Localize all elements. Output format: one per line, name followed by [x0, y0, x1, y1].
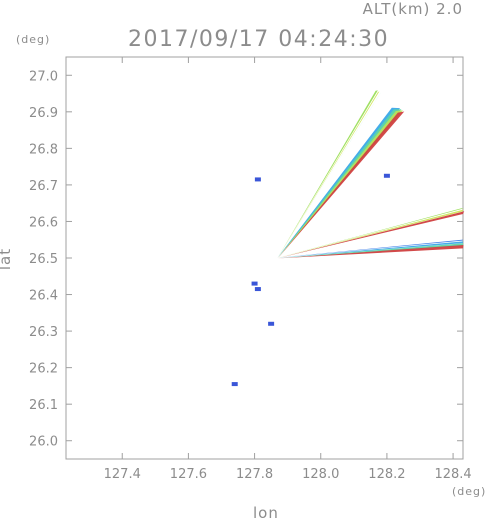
- y-tick-label: 26.6: [29, 215, 58, 230]
- y-tick-label: 26.2: [29, 362, 58, 377]
- echo-spot: [254, 287, 261, 292]
- y-tick-label: 26.3: [29, 325, 58, 340]
- beam-segment: [277, 241, 464, 258]
- y-tick-label: 26.7: [29, 179, 58, 194]
- x-axis-label: lon: [253, 504, 279, 522]
- y-tick-label: 26.5: [29, 252, 58, 267]
- echo-spot: [254, 177, 261, 182]
- beam-segment: [277, 207, 464, 258]
- y-axis-ticks: 26.0 26.1 26.2 26.3 26.4 26.5 26.6 26.7 26.8 26.9…: [29, 69, 463, 450]
- beam-layer: [277, 90, 465, 259]
- y-tick-label: 26.9: [29, 106, 58, 121]
- x-tick-label: 127.4: [104, 467, 141, 482]
- y-tick-label: 26.1: [29, 398, 58, 413]
- x-axis-unit: (deg): [452, 485, 487, 498]
- beam-segment: [277, 111, 405, 259]
- echo-spot: [231, 382, 238, 387]
- beam-segment: [277, 209, 464, 258]
- x-tick-label: 128.2: [368, 467, 405, 482]
- beam-segment: [277, 92, 381, 259]
- y-axis-label: lat: [0, 247, 15, 271]
- y-tick-label: 26.0: [29, 435, 58, 450]
- echo-spot: [268, 321, 275, 326]
- beam-segment: [277, 245, 464, 259]
- beam-segment: [277, 211, 465, 259]
- beam-segment: [277, 243, 464, 259]
- x-tick-label: 128.0: [302, 467, 339, 482]
- y-tick-label: 26.8: [29, 142, 58, 157]
- x-tick-label: 128.4: [434, 467, 471, 482]
- echo-spot: [251, 281, 258, 286]
- beam-segment: [277, 90, 378, 258]
- x-axis-ticks: 127.4 127.6 127.8 128.0 128.2 128.4: [104, 57, 472, 482]
- beam-segment: [277, 91, 380, 258]
- chart-title: 2017/09/17 04:24:30: [128, 27, 390, 52]
- y-tick-label: 26.4: [29, 289, 58, 304]
- altitude-label: ALT(km) 2.0: [362, 0, 463, 18]
- plot-frame: [65, 56, 464, 460]
- y-axis-unit: (deg): [16, 33, 51, 46]
- y-tick-label: 27.0: [29, 69, 58, 84]
- x-tick-label: 127.8: [236, 467, 273, 482]
- x-tick-label: 127.6: [170, 467, 207, 482]
- echo-layer: [231, 173, 390, 387]
- beam-segment: [277, 239, 463, 258]
- echo-spot: [383, 173, 390, 178]
